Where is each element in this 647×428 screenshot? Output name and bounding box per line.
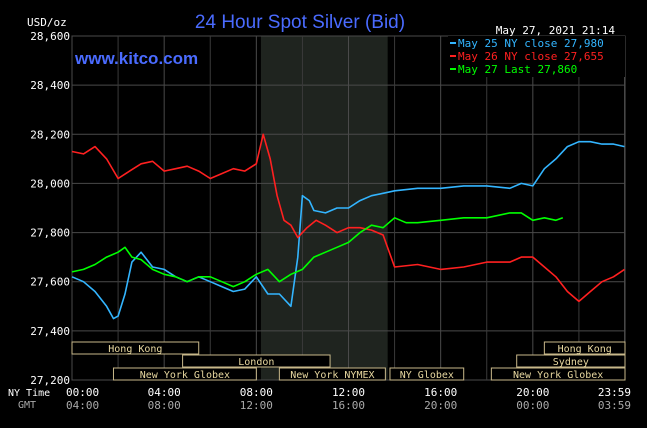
y-axis-label: USD/oz bbox=[27, 16, 67, 29]
x-tick-gmt-2: 12:00 bbox=[240, 399, 273, 412]
legend-entry-may27: May 27 Last 27,860 bbox=[458, 63, 577, 76]
legend-swatch-may27 bbox=[450, 68, 456, 70]
y-tick-label-1: 28,400 bbox=[30, 79, 70, 92]
x-tick-gmt-1: 08:00 bbox=[148, 399, 181, 412]
y-tick-label-0: 28,600 bbox=[30, 30, 70, 43]
market-session-box-3 bbox=[516, 354, 626, 368]
x-tick-gmt-4: 20:00 bbox=[424, 399, 457, 412]
market-session-label-3: Sydney bbox=[553, 357, 589, 368]
x-tick-gmt-3: 16:00 bbox=[332, 399, 365, 412]
market-session-label-1: Hong Kong bbox=[558, 344, 612, 355]
market-session-box-1 bbox=[543, 341, 626, 355]
y-axis-ticks: 28,600 28,400 28,200 28,000 27,800 27,600 27,4… bbox=[30, 30, 70, 387]
ny-time-label: NY Time bbox=[8, 388, 50, 399]
price-series bbox=[71, 133, 625, 320]
x-tick-gmt-0: 04:00 bbox=[66, 399, 99, 412]
legend-swatch-may25 bbox=[450, 42, 456, 44]
y-tick-label-4: 27,800 bbox=[30, 227, 70, 240]
x-tick-ny-0: 00:00 bbox=[66, 386, 99, 399]
y-tick-label-2: 28,200 bbox=[30, 128, 70, 141]
market-session-box-7 bbox=[490, 367, 626, 381]
legend-box bbox=[448, 36, 625, 77]
x-tick-ny-2: 08:00 bbox=[240, 386, 273, 399]
watermark: www.kitco.com bbox=[74, 49, 198, 68]
market-session-box-6 bbox=[389, 367, 465, 381]
series-line-may-27 bbox=[71, 212, 564, 288]
y-tick-label-7: 27,200 bbox=[30, 374, 70, 387]
market-session-box-4 bbox=[112, 367, 257, 381]
x-axis-ticks: 00:0004:0004:0008:0008:0012:0012:0016:00… bbox=[66, 386, 631, 412]
y-tick-label-6: 27,400 bbox=[30, 325, 70, 338]
x-tick-ny-4: 16:00 bbox=[424, 386, 457, 399]
market-session-box-5 bbox=[278, 367, 386, 381]
market-session-box-0 bbox=[71, 341, 200, 355]
timestamp: May 27, 2021 21:14 bbox=[496, 24, 616, 37]
y-tick-label-5: 27,600 bbox=[30, 276, 70, 289]
market-session-label-6: NY Globex bbox=[400, 370, 454, 381]
market-session-label-4: New York Globex bbox=[140, 370, 230, 381]
legend-entry-may25: May 25 NY close 27,980 bbox=[458, 37, 604, 50]
series-line-may-26 bbox=[71, 133, 625, 303]
x-tick-ny-1: 04:00 bbox=[148, 386, 181, 399]
market-session-label-0: Hong Kong bbox=[108, 344, 162, 355]
nymex-session-band bbox=[260, 36, 388, 380]
x-tick-ny-5: 20:00 bbox=[516, 386, 549, 399]
market-sessions: Hong Kong Hong Kong London Sydney New York G… bbox=[71, 341, 626, 381]
market-session-label-5: New York NYMEX bbox=[290, 370, 374, 381]
legend-swatch-may26 bbox=[450, 55, 456, 57]
series-line-may-25 bbox=[71, 140, 625, 320]
x-tick-ny-3: 12:00 bbox=[332, 386, 365, 399]
x-tick-gmt-5: 00:00 bbox=[516, 399, 549, 412]
chart-title: 24 Hour Spot Silver (Bid) bbox=[195, 12, 405, 33]
legend-entry-may26: May 26 NY close 27,655 bbox=[458, 50, 604, 63]
market-session-label-2: London bbox=[238, 357, 274, 368]
x-tick-ny-6: 23:59 bbox=[598, 386, 631, 399]
y-tick-label-3: 28,000 bbox=[30, 177, 70, 190]
gmt-label: GMT bbox=[18, 400, 36, 411]
market-session-label-7: New York Globex bbox=[513, 370, 603, 381]
market-session-box-2 bbox=[182, 354, 331, 368]
x-tick-gmt-6: 03:59 bbox=[598, 399, 631, 412]
